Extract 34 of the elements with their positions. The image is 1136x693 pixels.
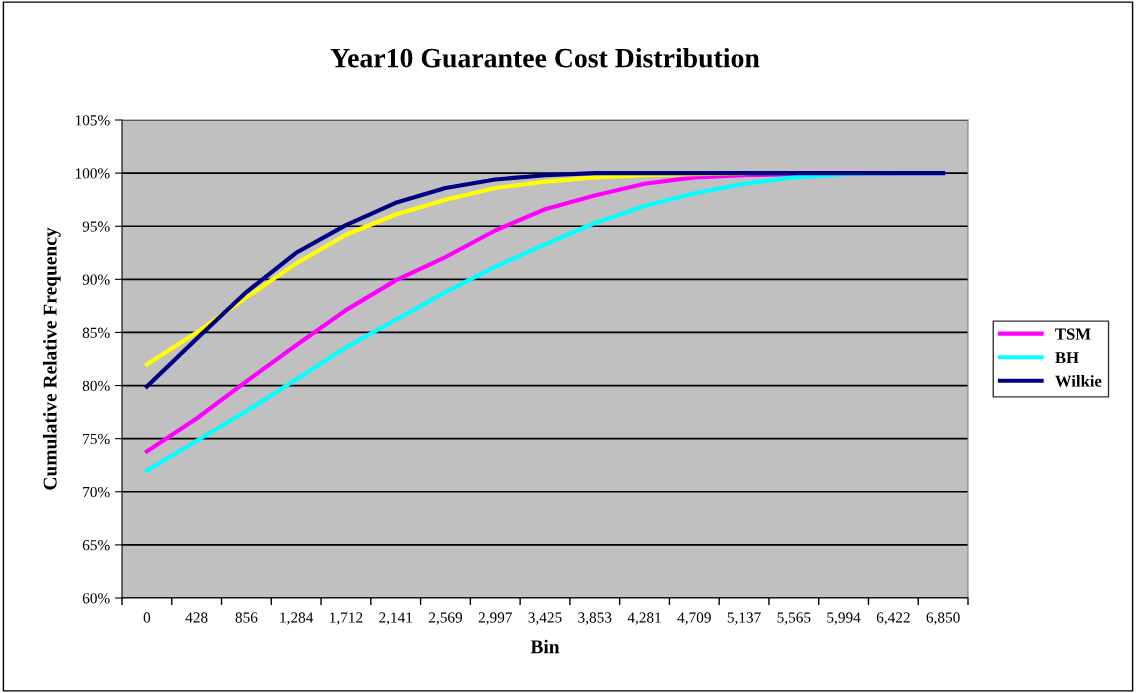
x-tick-label: 5,565 — [777, 612, 811, 625]
chart-title: Year10 Guarantee Cost Distribution — [330, 47, 760, 68]
x-tick-label: 2,141 — [379, 612, 412, 625]
x-tick-label: 856 — [235, 612, 258, 623]
x-tick-label: 3,853 — [578, 612, 612, 625]
x-tick-label: 2,997 — [478, 612, 512, 625]
x-tick-label: 6,850 — [926, 612, 960, 625]
x-tick-label: 2,569 — [428, 612, 463, 625]
x-tick-label: 4,281 — [627, 612, 661, 625]
y-tick-label: 75% — [83, 433, 110, 445]
legend-label: BH — [1055, 352, 1079, 364]
x-tick-label: 5,994 — [827, 612, 861, 625]
y-tick-label: 70% — [83, 486, 110, 498]
legend-label: TSM — [1055, 328, 1091, 340]
y-tick-label: 80% — [82, 380, 110, 392]
x-tick-label: 428 — [185, 612, 208, 623]
y-tick-label: 60% — [82, 593, 110, 604]
y-axis-title: Cumulative Relative Frequency — [42, 227, 61, 490]
x-axis-title: Bin — [530, 639, 560, 654]
y-tick-label: 105% — [75, 115, 110, 126]
y-tick-label: 90% — [82, 274, 110, 285]
y-tick-label: 95% — [82, 221, 110, 232]
y-tick-label: 85% — [82, 327, 110, 338]
legend-label: Wilkie — [1055, 375, 1102, 387]
x-tick-label: 1,712 — [330, 612, 363, 625]
x-tick-label: 4,709 — [677, 612, 711, 625]
x-tick-label: 1,284 — [280, 612, 314, 625]
line-series — [144, 171, 946, 389]
x-tick-label: 3,425 — [528, 612, 562, 625]
x-tick-label: 5,137 — [727, 612, 761, 625]
y-tick-label: 100% — [75, 168, 110, 179]
y-tick-label: 65% — [82, 540, 110, 551]
x-tick-label: 0 — [143, 612, 151, 623]
x-tick-label: 6,422 — [876, 612, 910, 625]
